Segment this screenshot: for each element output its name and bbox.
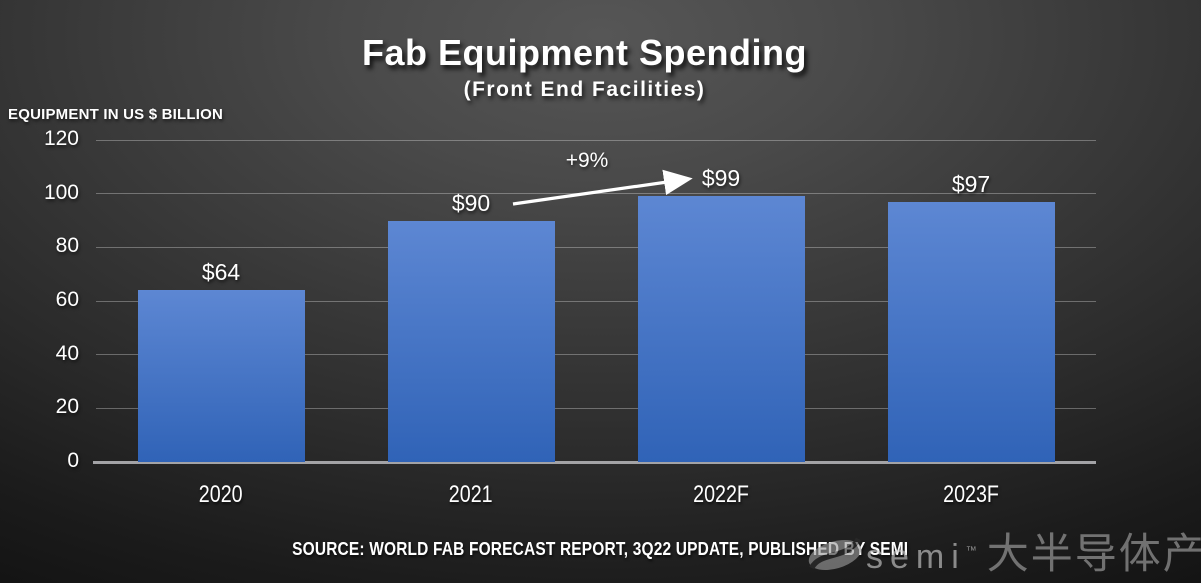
x-category-slot-2022F: 2022F: [621, 481, 821, 509]
x-axis-line: [93, 460, 1096, 464]
bar-2022F: [637, 196, 805, 462]
watermark: semi™ 大半导体产业网: [806, 528, 1201, 580]
chart-title: Fab Equipment Spending: [362, 32, 807, 73]
watermark-brand-text: semi™: [866, 538, 977, 576]
x-category-slot-2020: 2020: [121, 481, 321, 509]
y-tick-label-120: 120: [43, 127, 79, 150]
trademark-symbol: ™: [965, 545, 977, 557]
y-tick-label-100: 100: [43, 180, 79, 204]
watermark-site-name: 大半导体产业网: [986, 530, 1201, 577]
x-category-label-2022F: 2022F: [693, 481, 749, 508]
x-category-slot-2023F: 2023F: [871, 481, 1071, 509]
x-category-label-2021: 2021: [449, 481, 493, 508]
y-tick-label-0: 0: [67, 449, 79, 472]
x-category-slot-2021: 2021: [371, 481, 571, 509]
x-category-label-2023F: 2023F: [943, 481, 999, 508]
gridline-y-40: [96, 354, 1096, 356]
x-category-label-2020: 2020: [199, 481, 243, 508]
bar-value-label-2023F: $97: [951, 170, 991, 197]
bar-value-label-2022F: $99: [701, 165, 741, 192]
source-text: SOURCE: WORLD FAB FORECAST REPORT, 3Q22 …: [292, 539, 909, 559]
y-tick-label-20: 20: [55, 395, 79, 419]
y-tick-label-40: 40: [55, 341, 79, 365]
bar-value-label-2021: $90: [451, 189, 491, 216]
chart-header: Fab Equipment Spending (Front End Facili…: [0, 0, 1185, 102]
y-tick-label-60: 60: [55, 288, 79, 311]
gridline-y-60: [96, 300, 1096, 302]
semi-logo-icon: [808, 537, 862, 570]
y-axis-title: EQUIPMENT IN US $ BILLION: [8, 106, 224, 123]
bar-2020: [137, 290, 305, 462]
source-line: SOURCE: WORLD FAB FORECAST REPORT, 3Q22 …: [0, 539, 1201, 560]
gridline-y-80: [96, 246, 1096, 248]
gridline-y-120: [96, 139, 1096, 141]
chart-subtitle: (Front End Facilities): [463, 78, 706, 101]
growth-annotation-label: +9%: [565, 149, 609, 172]
gridline-y-20: [96, 407, 1096, 409]
bar-2023F: [887, 201, 1055, 462]
y-tick-label-80: 80: [55, 234, 79, 258]
bar-2021: [387, 220, 555, 462]
bar-value-label-2020: $64: [201, 259, 241, 286]
